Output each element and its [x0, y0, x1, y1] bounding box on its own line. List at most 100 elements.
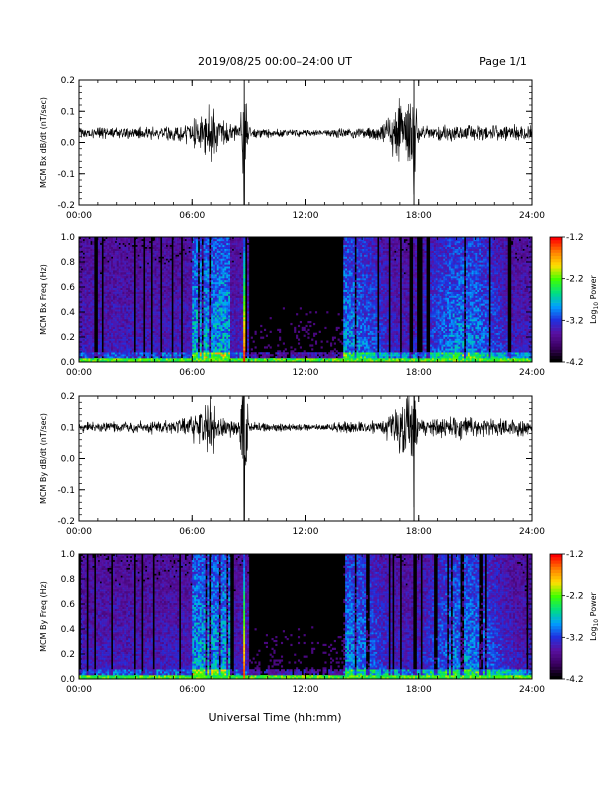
spectrogram-cell: [131, 268, 134, 271]
spectrogram-cell: [90, 244, 93, 248]
spectrogram-cell: [146, 319, 150, 322]
spectrogram-cell: [224, 320, 227, 324]
spectrogram-cell: [105, 303, 108, 306]
spectrogram-cell: [239, 338, 242, 341]
spectrogram-cell: [126, 250, 129, 253]
spectrogram-cell: [214, 291, 218, 294]
spectrogram-cell: [128, 252, 131, 255]
spectrogram-cell: [109, 342, 112, 345]
spectrogram-cell: [128, 295, 131, 298]
spectrogram-cell: [186, 297, 189, 300]
spectrogram-cell: [233, 281, 236, 285]
spectrogram-cell: [105, 326, 108, 330]
spectrogram-cell: [139, 295, 142, 298]
spectrogram-cell: [188, 332, 191, 335]
spectrogram-cell: [235, 285, 238, 289]
spectrogram-cell: [190, 289, 193, 292]
spectrogram-cell: [122, 299, 125, 302]
spectrogram-cell: [82, 317, 85, 320]
spectrogram-cell: [137, 324, 140, 328]
spectrogram-cell: [99, 237, 102, 240]
spectrogram-cell: [124, 246, 127, 249]
spectrogram-cell: [135, 322, 138, 326]
spectrogram-cell: [105, 260, 108, 263]
spectrogram-cell: [158, 301, 161, 304]
spectrogram-cell: [162, 242, 165, 246]
spectrogram-cell: [92, 322, 95, 326]
spectrogram-cell: [228, 266, 231, 269]
spectrogram-cell: [84, 338, 87, 341]
spectrogram-cell: [116, 254, 119, 257]
spectrogram-cell: [179, 358, 182, 361]
spectrogram-cell: [139, 240, 142, 244]
spectrogram-cell: [152, 279, 155, 283]
spectrogram-cell: [167, 315, 170, 318]
spectrogram-cell: [92, 289, 95, 292]
spectrogram-cell: [203, 358, 206, 361]
spectrogram-cell: [141, 240, 144, 244]
spectrogram-cell: [211, 348, 214, 351]
spectrogram-cell: [182, 289, 185, 292]
spectrogram-cell: [122, 303, 125, 306]
spectrogram-cell: [235, 252, 238, 255]
spectrogram-cell: [116, 252, 119, 255]
spectrogram-cell: [186, 319, 189, 322]
spectrogram-cell: [128, 291, 131, 294]
spectrogram-cell: [199, 237, 202, 240]
spectrogram-cell: [239, 268, 242, 271]
spectrogram-cell: [97, 332, 101, 335]
spectrogram-cell: [141, 281, 144, 285]
spectrogram-cell: [184, 307, 187, 310]
spectrogram-cell: [118, 352, 121, 355]
spectrogram-cell: [122, 356, 125, 359]
spectrogram-cell: [109, 244, 112, 248]
spectrogram-cell: [239, 276, 242, 279]
spectrogram-cell: [162, 324, 165, 328]
spectrogram-cell: [231, 258, 235, 261]
spectrogram-cell: [116, 242, 119, 246]
spectrogram-cell: [230, 328, 233, 331]
spectrogram-cell: [162, 240, 165, 244]
spectrogram-cell: [237, 320, 240, 324]
spectrogram-cell: [207, 268, 210, 271]
spectrogram-cell: [226, 322, 229, 326]
spectrogram-cell: [205, 268, 208, 271]
spectrogram-cell: [175, 315, 178, 318]
spectrogram-cell: [165, 301, 168, 304]
spectrogram-cell: [118, 285, 121, 289]
spectrogram-cell: [222, 289, 225, 292]
spectrogram-cell: [131, 279, 134, 283]
spectrogram-cell: [213, 358, 216, 361]
spectrogram-cell: [99, 309, 102, 312]
spectrogram-cell: [226, 317, 229, 320]
spectrogram-cell: [148, 238, 151, 242]
spectrogram-cell: [82, 328, 85, 331]
spectrogram-cell: [105, 313, 108, 316]
spectrogram-cell: [120, 268, 123, 271]
spectrogram-cell: [196, 313, 199, 316]
spectrogram-cell: [128, 346, 131, 349]
spectrogram-cell: [148, 281, 151, 285]
spectrogram-cell: [139, 291, 142, 294]
spectrogram-cell: [213, 334, 216, 337]
spectrogram-cell: [230, 254, 233, 257]
spectrogram-cell: [82, 266, 85, 269]
spectrogram-cell: [235, 313, 238, 316]
spectrogram-cell: [124, 348, 127, 351]
spectrogram-cell: [126, 260, 129, 263]
spectrogram-cell: [105, 258, 108, 261]
spectrogram-cell: [179, 237, 182, 240]
spectrogram-cell: [148, 356, 151, 359]
spectrogram-cell: [103, 356, 106, 359]
spectrogram-cell: [124, 237, 127, 240]
spectrogram-cell: [196, 264, 199, 267]
spectrogram-cell: [137, 322, 140, 326]
spectrogram-cell: [116, 279, 119, 283]
spectrogram-cell: [90, 336, 93, 339]
spectrogram-cell: [188, 295, 191, 298]
spectrogram-cell: [228, 274, 231, 277]
spectrogram-cell: [196, 350, 199, 353]
spectrogram-cell: [97, 250, 101, 253]
spectrogram-cell: [226, 358, 229, 361]
spectrogram-cell: [199, 252, 202, 255]
